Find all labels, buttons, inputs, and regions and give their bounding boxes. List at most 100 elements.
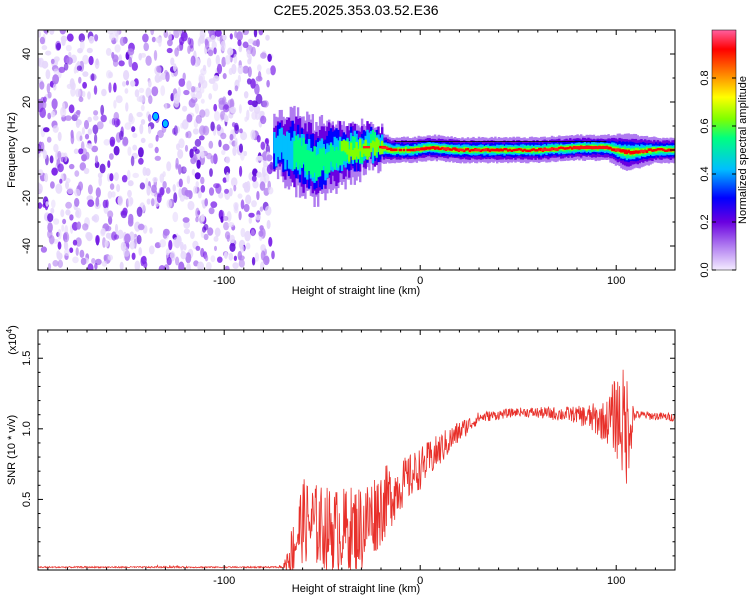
signal-band-segment [656,148,660,151]
noise-speckle [242,182,247,189]
noise-speckle [189,148,194,159]
signal-peak-mark [445,147,450,151]
noise-speckle [233,255,237,261]
noise-speckle [190,96,198,104]
signal-band-segment [329,143,333,162]
signal-band-segment [359,138,362,152]
noise-speckle [87,128,93,135]
noise-speckle [237,250,242,261]
noise-speckle [166,257,172,266]
chart-title: C2E5.2025.353.03.52.E36 [273,2,438,18]
noise-speckle [95,187,101,198]
noise-speckle [41,100,47,109]
noise-speckle [38,30,42,38]
noise-speckle [221,149,226,156]
noise-speckle [70,133,75,145]
noise-speckle [238,104,242,114]
noise-speckle [194,103,199,114]
noise-speckle [114,223,119,234]
noise-speckle [246,109,250,121]
signal-band-segment [353,148,356,160]
noise-speckle [46,83,51,94]
signal-band-segment [300,145,303,168]
noise-speckle [57,131,62,142]
signal-band-segment [404,147,408,152]
signal-band-segment [340,141,344,152]
noise-speckle [210,255,216,263]
noise-speckle [78,96,84,103]
noise-speckle [184,144,189,152]
noise-speckle [185,190,192,197]
noise-speckle [220,132,227,140]
noise-speckle [199,86,205,94]
noise-speckle [229,133,234,141]
noise-speckle [195,245,201,251]
signal-band-segment [284,136,287,170]
noise-speckle [68,163,75,170]
noise-speckle [69,247,74,253]
noise-speckle [119,261,124,270]
signal-band-segment [342,144,345,161]
noise-speckle [260,250,266,261]
signal-peak-mark [406,148,412,152]
noise-speckle [218,192,224,199]
spectrogram-panel: -100 0 100 -40 -20 0 20 40 Height of straight … [6,29,676,297]
noise-speckle [82,148,87,156]
noise-speckle [172,237,180,248]
noise-speckle [130,155,135,167]
noise-speckle [138,147,144,158]
noise-speckle [83,167,90,175]
signal-band-segment [275,137,278,167]
noise-speckle [76,65,82,71]
signal-peak-mark [496,148,501,152]
noise-speckle [191,168,196,176]
noise-speckle [70,82,76,90]
noise-speckle [268,236,273,247]
noise-speckle [109,153,114,160]
signal-band-segment [507,149,510,152]
noise-speckle [57,228,62,240]
noise-speckle [113,172,119,182]
signal-band-segment [359,141,362,164]
noise-speckle [240,199,245,210]
noise-speckle [263,162,268,168]
noise-speckle [190,230,195,240]
noise-speckle [61,224,65,232]
signal-band-segment [371,140,375,164]
signal-band-segment [379,146,382,155]
signal-band-segment [552,147,555,151]
noise-speckle [141,255,147,265]
snr-ylabel: SNR (10 * v/v) [6,415,18,485]
noise-speckle [67,187,74,195]
noise-speckle [162,181,167,189]
noise-speckle [138,157,144,165]
signal-band-segment [337,150,340,168]
noise-speckle [92,214,100,223]
noise-speckle [148,125,152,134]
noise-speckle [251,200,257,208]
noise-speckle [245,242,251,250]
noise-speckle [253,30,258,38]
noise-speckle [43,127,50,133]
signal-band-segment [636,150,639,154]
noise-speckle [239,143,243,153]
noise-speckle [151,36,156,43]
signal-band-segment [452,147,455,150]
noise-speckle [101,260,108,267]
noise-speckle [215,54,220,66]
noise-speckle [233,184,237,192]
noise-speckle [214,245,217,252]
noise-speckle [96,121,104,130]
noise-speckle [252,168,258,177]
noise-speckle [194,172,201,180]
noise-speckle [211,41,217,50]
signal-band-segment [280,127,283,153]
noise-speckle [39,107,46,119]
noise-speckle [242,30,249,36]
y-tick-label: 40 [21,48,33,60]
signal-band-segment [472,148,475,152]
noise-speckle [49,155,54,164]
noise-speckle [192,128,199,135]
signal-band-segment [344,140,347,153]
signal-band-segment [563,147,566,150]
